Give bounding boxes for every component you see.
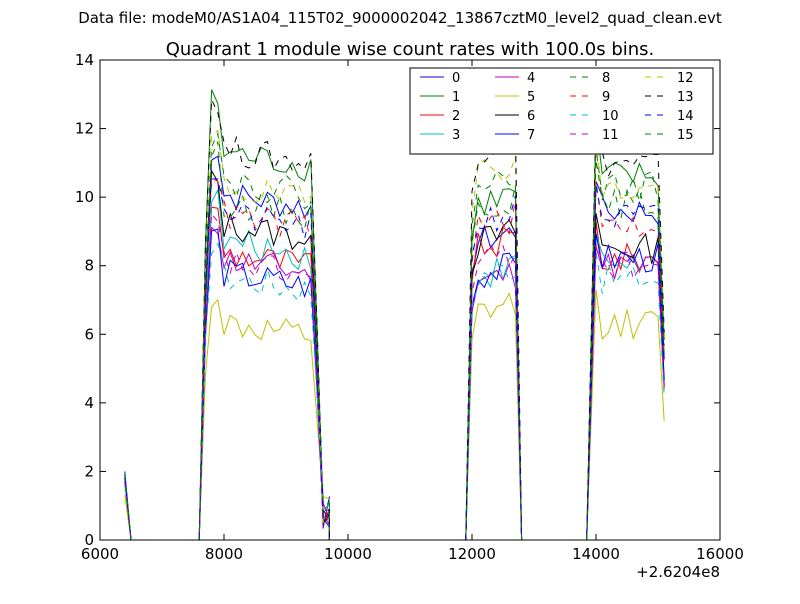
legend-label-2: 2 xyxy=(452,109,460,124)
legend-label-3: 3 xyxy=(452,128,460,143)
y-tick-label: 0 xyxy=(84,531,94,549)
x-tick-label: 14000 xyxy=(572,545,620,563)
y-tick-label: 2 xyxy=(84,462,94,480)
data-file-title: Data file: modeM0/AS1A04_115T02_90000020… xyxy=(78,9,722,27)
y-tick-label: 8 xyxy=(84,257,94,275)
legend-label-14: 14 xyxy=(677,109,694,124)
series-line-11 xyxy=(124,212,665,541)
y-tick-label: 10 xyxy=(75,188,94,206)
legend-label-8: 8 xyxy=(602,71,610,86)
plot-lines xyxy=(124,89,665,541)
legend-frame xyxy=(409,67,714,155)
y-tick-label: 14 xyxy=(75,51,94,69)
x-tick-label: 16000 xyxy=(696,545,744,563)
x-tick-label: 12000 xyxy=(448,545,496,563)
series-line-9 xyxy=(124,177,665,541)
legend-label-13: 13 xyxy=(677,90,694,105)
legend-label-9: 9 xyxy=(602,90,610,105)
chart-title: Quadrant 1 module wise count rates with … xyxy=(166,39,655,60)
x-axis: 6000 8000 10000 12000 14000 16000 xyxy=(81,60,744,563)
x-tick-label: 6000 xyxy=(81,545,119,563)
y-tick-label: 6 xyxy=(84,325,94,343)
legend-label-10: 10 xyxy=(602,109,619,124)
legend-label-6: 6 xyxy=(527,109,535,124)
series-line-12 xyxy=(124,129,665,541)
x-offset-label: +2.6204e8 xyxy=(636,563,720,581)
legend-label-12: 12 xyxy=(677,71,694,86)
x-tick-label: 8000 xyxy=(205,545,243,563)
legend-label-15: 15 xyxy=(677,128,694,143)
x-tick-label: 10000 xyxy=(324,545,372,563)
axes-frame xyxy=(99,59,721,541)
legend-label-1: 1 xyxy=(452,90,460,105)
y-tick-label: 12 xyxy=(75,120,94,138)
legend-label-0: 0 xyxy=(452,71,460,86)
legend-label-4: 4 xyxy=(527,71,535,86)
legend-label-7: 7 xyxy=(527,128,535,143)
y-tick-label: 4 xyxy=(84,394,94,412)
legend-label-5: 5 xyxy=(527,90,535,105)
series-line-0 xyxy=(124,155,665,541)
series-line-14 xyxy=(124,178,665,541)
legend-label-11: 11 xyxy=(602,128,619,143)
